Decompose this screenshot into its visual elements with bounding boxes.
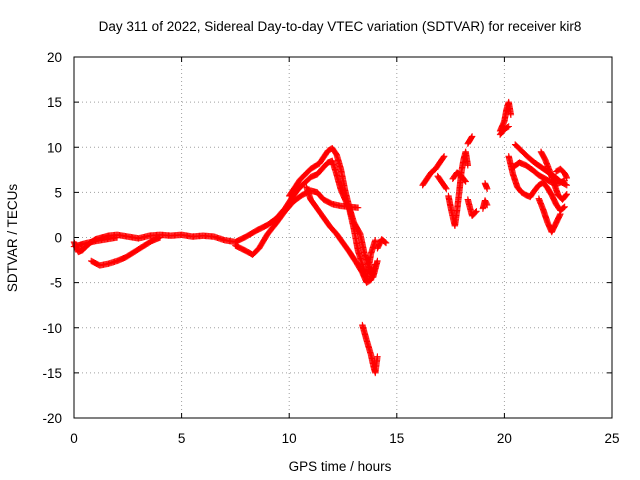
- data-point: [504, 123, 511, 131]
- y-tick-label: 0: [54, 231, 62, 246]
- y-axis-label: SDTVAR / TECUs: [5, 184, 20, 293]
- data-points: [70, 98, 571, 377]
- y-tick-label: 5: [54, 185, 62, 200]
- data-point: [468, 133, 476, 140]
- data-point: [557, 210, 564, 218]
- data-point: [505, 123, 512, 130]
- y-tick-label: -10: [42, 321, 62, 336]
- data-point: [374, 257, 381, 265]
- data-point: [472, 209, 479, 216]
- data-point: [382, 239, 390, 247]
- x-tick-labels: 0 5 10 15 20 25: [70, 431, 619, 446]
- data-point: [483, 185, 491, 192]
- data-point: [381, 238, 389, 246]
- data-point: [563, 190, 571, 198]
- data-point: [562, 191, 570, 199]
- data-point: [483, 201, 491, 209]
- data-point: [562, 181, 569, 188]
- data-point: [442, 184, 449, 191]
- data-point: [561, 203, 568, 211]
- data-point: [468, 134, 475, 141]
- chart-title: Day 311 of 2022, Sidereal Day-to-day VTE…: [99, 19, 582, 34]
- x-tick-label: 5: [178, 431, 186, 446]
- data-point: [560, 204, 567, 211]
- x-tick-label: 25: [604, 431, 619, 446]
- data-point: [374, 353, 381, 360]
- data-point: [461, 177, 469, 184]
- data-point: [563, 174, 571, 182]
- x-tick-label: 15: [389, 431, 404, 446]
- data-point: [372, 261, 379, 268]
- data-point: [443, 185, 450, 192]
- y-tick-label: -20: [42, 411, 62, 426]
- x-tick-label: 20: [497, 431, 512, 446]
- data-point: [462, 178, 469, 185]
- data-point: [507, 111, 515, 118]
- y-tick-label: 20: [47, 50, 62, 65]
- data-point: [563, 181, 571, 189]
- y-tick-label: -15: [42, 366, 62, 381]
- y-tick-labels: -20 -15 -10 -5 0 5 10 15 20: [42, 50, 62, 426]
- grid-lines: [74, 57, 612, 418]
- y-tick-label: -5: [50, 276, 62, 291]
- x-tick-label: 0: [70, 431, 78, 446]
- data-point: [440, 153, 448, 160]
- data-point: [354, 204, 362, 211]
- x-tick-label: 10: [282, 431, 297, 446]
- data-point: [113, 234, 121, 241]
- plot-frame: [73, 56, 613, 419]
- y-tick-label: 15: [47, 95, 62, 110]
- data-point: [473, 208, 480, 215]
- data-point: [440, 154, 447, 161]
- data-point: [372, 237, 379, 244]
- data-point: [156, 234, 164, 241]
- y-tick-label: 10: [47, 140, 62, 155]
- data-point: [464, 162, 472, 169]
- x-axis-label: GPS time / hours: [289, 459, 392, 474]
